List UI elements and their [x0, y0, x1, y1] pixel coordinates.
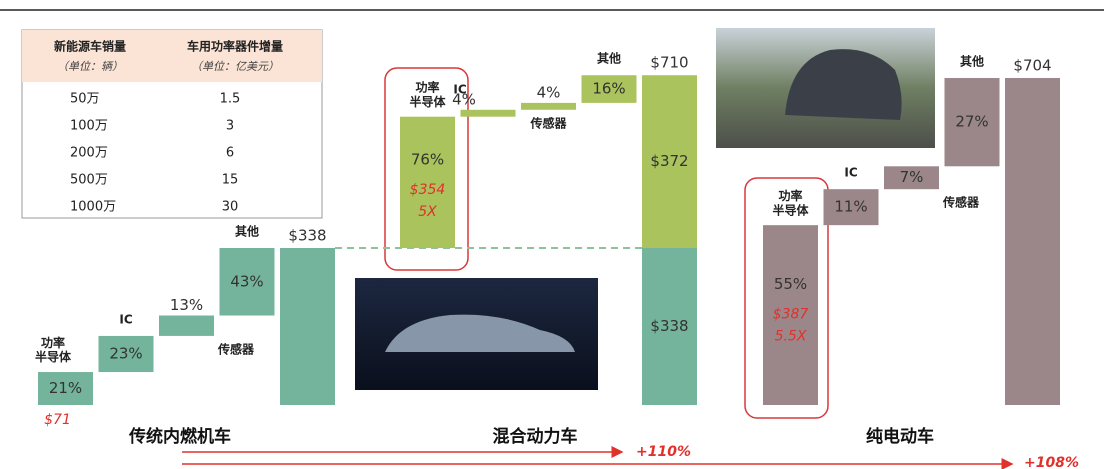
waterfall-segment — [159, 315, 214, 336]
table-cell: 1.5 — [220, 92, 241, 107]
table-cell: 500万 — [70, 173, 108, 188]
percent-label: 13% — [170, 296, 203, 314]
table-cell: 1000万 — [70, 200, 116, 215]
car-shape — [785, 49, 902, 120]
total-bar — [280, 248, 335, 405]
table-cell: 200万 — [70, 146, 108, 161]
segment-name: 功率半导体 — [35, 334, 72, 363]
highlight-label: $354 — [410, 182, 446, 198]
total-increment — [642, 75, 697, 249]
waterfall-segment — [581, 75, 637, 103]
waterfall-segment — [98, 335, 154, 373]
percent-label: 21% — [49, 379, 82, 397]
table-cell: 30 — [222, 200, 239, 215]
group-name: 混合动力车 — [493, 426, 578, 447]
percent-label: 16% — [592, 80, 625, 98]
group-name: 纯电动车 — [866, 426, 934, 447]
table-cell: 6 — [226, 146, 234, 161]
total-base — [642, 248, 697, 405]
waterfall-segment — [460, 109, 516, 117]
percent-label: 4% — [452, 90, 476, 108]
table-header: 新能源车销量 — [54, 39, 126, 54]
total-bar — [1005, 78, 1060, 405]
segment-name: IC — [119, 312, 132, 326]
waterfall-segment — [38, 372, 93, 405]
segment-name: 传感器 — [217, 341, 255, 356]
table-header: 车用功率器件增量 — [187, 39, 283, 54]
base-label: $338 — [650, 317, 688, 335]
total-label: $338 — [288, 227, 326, 245]
growth-label: +108% — [1024, 455, 1079, 469]
total-label: $704 — [1013, 57, 1051, 75]
segment-name: 其他 — [235, 224, 259, 239]
percent-label: 11% — [834, 198, 867, 216]
table-cell: 100万 — [70, 119, 108, 134]
table-cell: 15 — [222, 173, 239, 188]
table-cell: 3 — [226, 119, 234, 134]
growth-label: +110% — [636, 444, 691, 460]
waterfall-segment — [944, 78, 1000, 167]
table-unit: （单位：亿美元） — [191, 60, 279, 73]
waterfall-segment — [400, 116, 455, 249]
waterfall-segment — [823, 189, 879, 226]
waterfall-segment — [219, 248, 275, 316]
increment-label: $372 — [650, 152, 688, 170]
segment-name: 功率半导体 — [409, 79, 446, 108]
percent-label: 55% — [774, 275, 807, 293]
waterfall-segment — [763, 225, 818, 405]
percent-label: 4% — [537, 83, 561, 101]
segment-name: 传感器 — [942, 195, 980, 210]
segment-name: 其他 — [960, 54, 984, 69]
highlight-box — [744, 177, 829, 419]
percent-label: 27% — [955, 113, 988, 131]
table-unit: （单位：辆） — [57, 60, 123, 73]
percent-label: 7% — [900, 168, 924, 186]
total-label: $710 — [650, 54, 688, 72]
multiple-label: 5X — [418, 204, 437, 220]
segment-name: 其他 — [597, 51, 621, 66]
highlight-box — [384, 67, 469, 271]
multiple-label: 5.5X — [775, 329, 807, 345]
waterfall-segment — [521, 102, 576, 110]
segment-name: 传感器 — [529, 115, 567, 130]
percent-label: 43% — [230, 272, 263, 290]
segment-name: IC — [453, 82, 466, 96]
segment-name: 功率半导体 — [772, 187, 809, 216]
car-shape — [385, 314, 575, 352]
highlight-label: $387 — [773, 307, 809, 323]
table-cell: 50万 — [70, 92, 100, 107]
highlight-label: $71 — [44, 412, 71, 428]
waterfall-segment — [884, 166, 939, 190]
group-name: 传统内燃机车 — [128, 426, 231, 447]
table-header-bg — [22, 30, 322, 82]
segment-name: IC — [844, 166, 857, 180]
percent-label: 23% — [109, 344, 142, 362]
percent-label: 76% — [411, 151, 444, 169]
